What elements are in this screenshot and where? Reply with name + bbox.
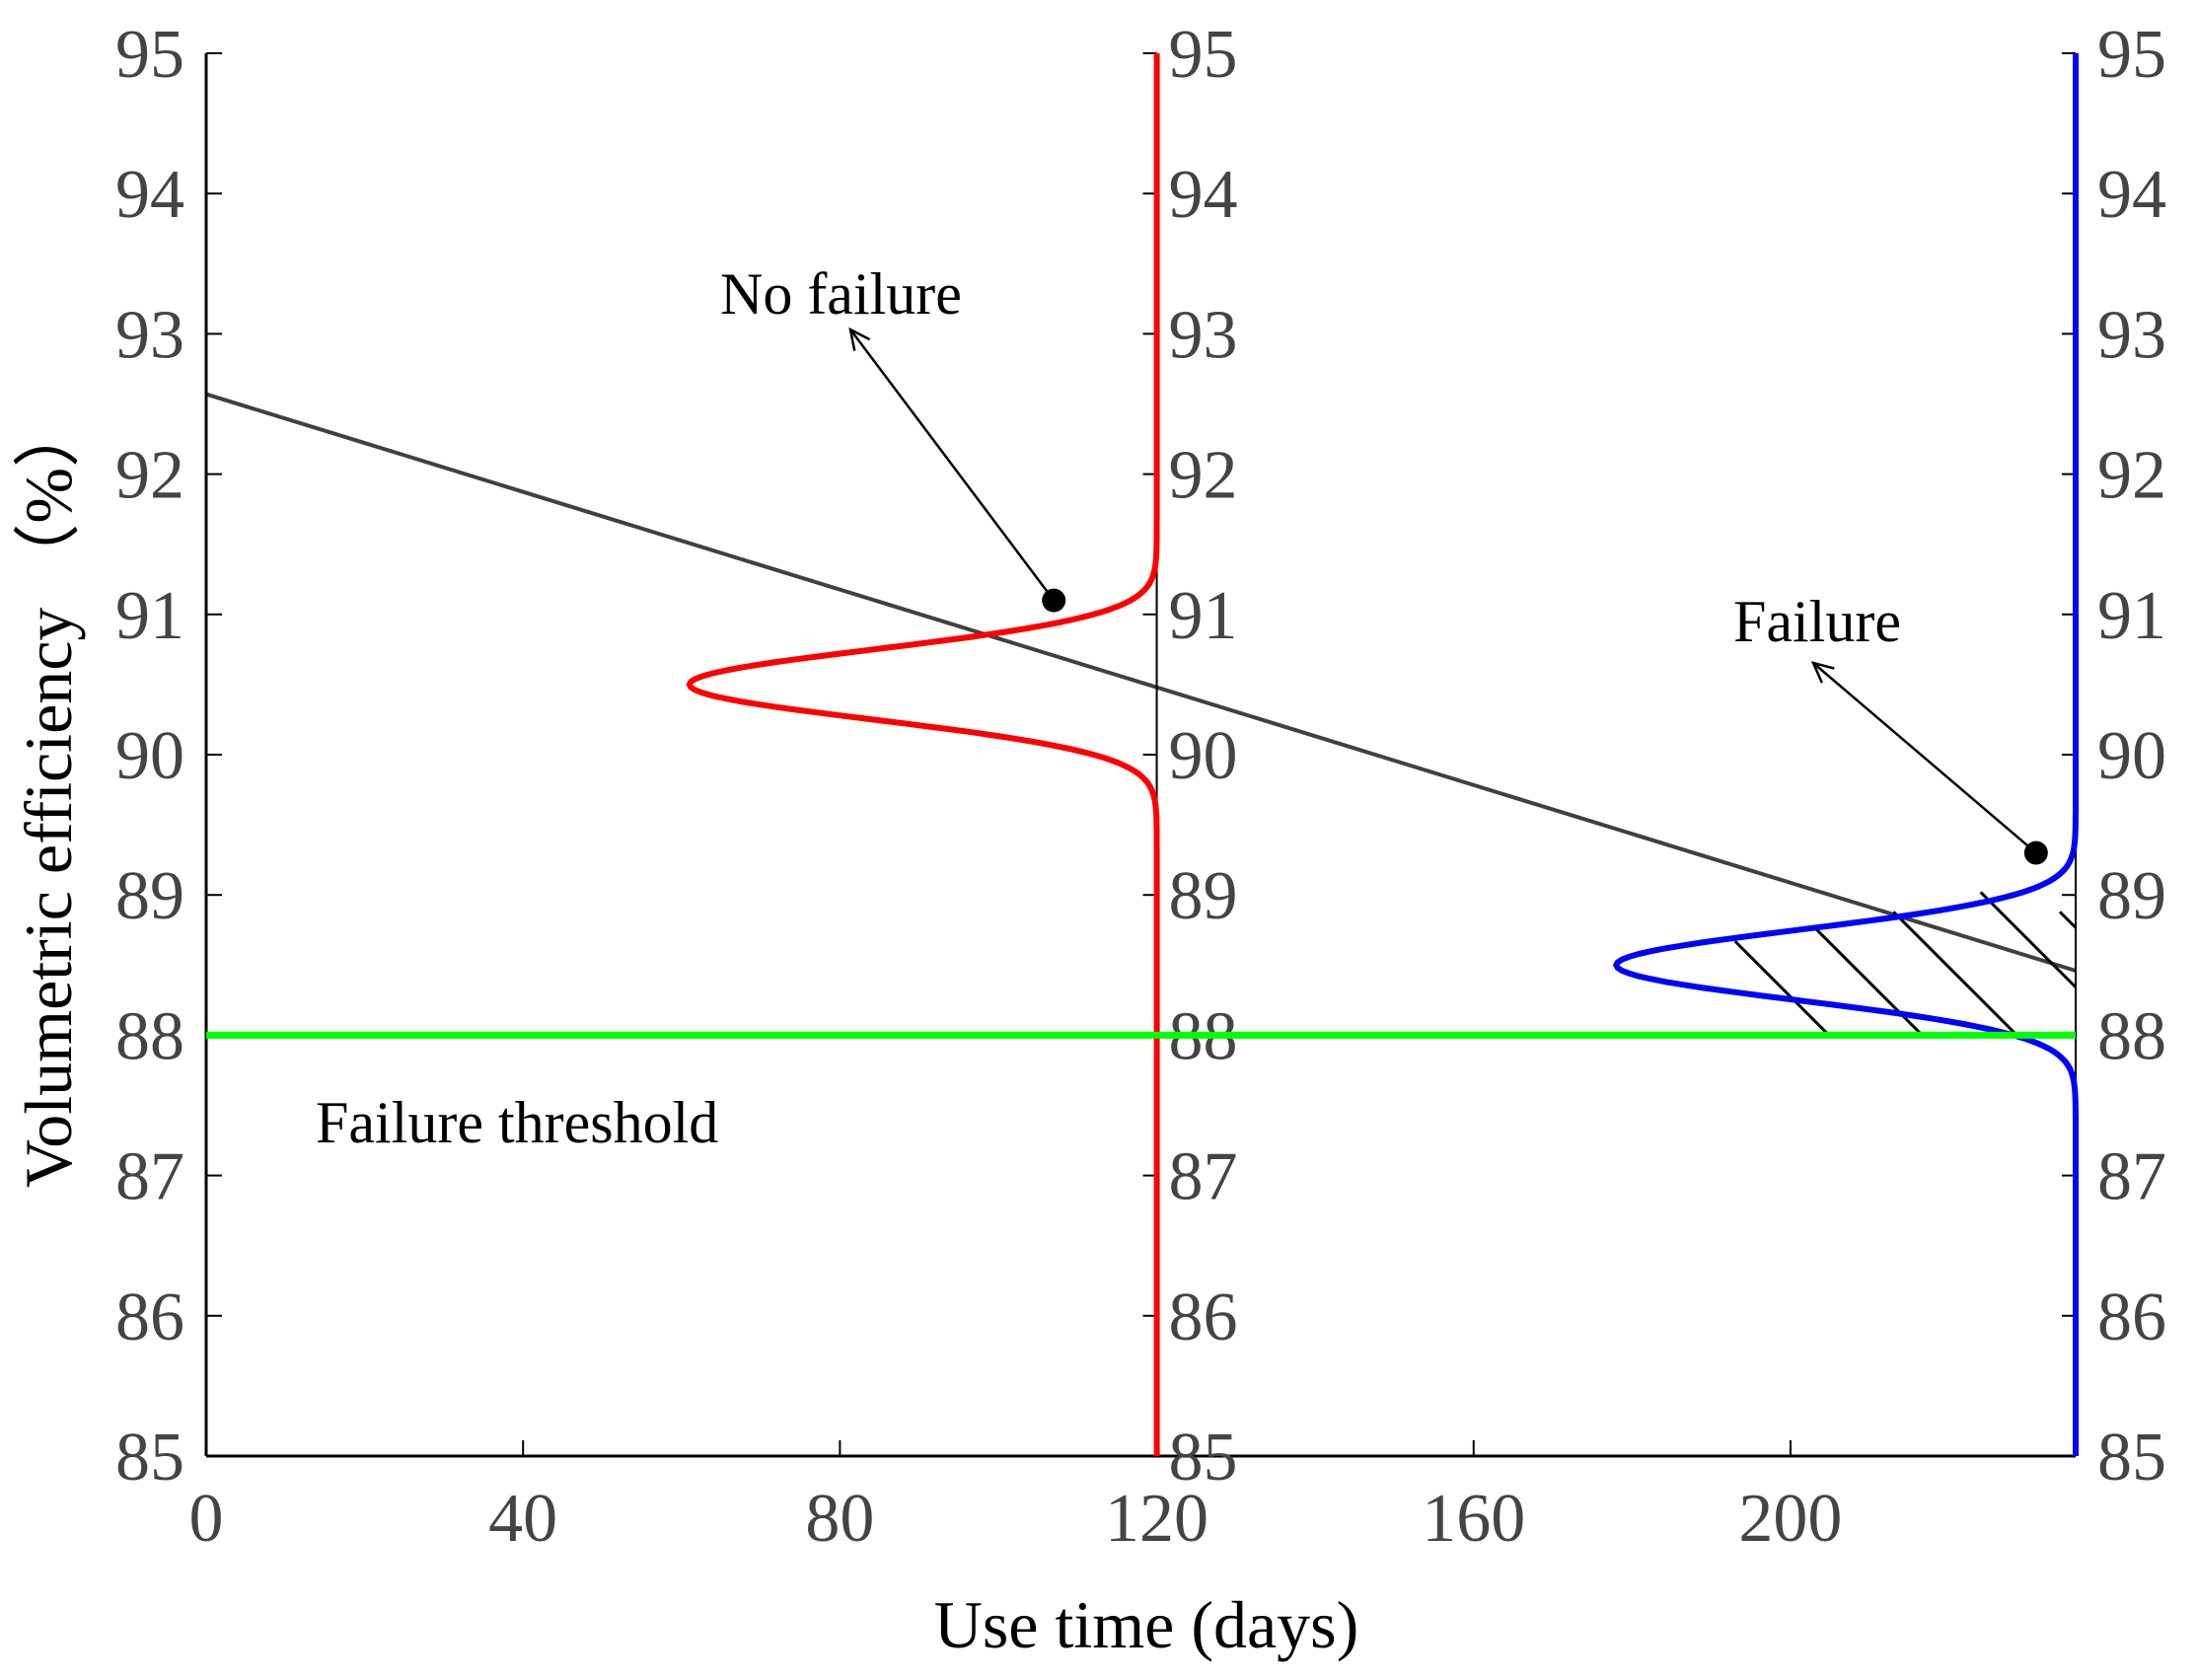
y-tick-label-middle: 91 — [1169, 578, 1238, 654]
y-tick-label-middle: 92 — [1169, 438, 1238, 514]
annotation-point-failure — [2023, 840, 2048, 865]
y-tick-label-right: 93 — [2097, 297, 2166, 373]
y-ticks-left: 85 86 87 88 89 90 91 92 93 94 95 — [115, 17, 222, 1496]
x-tick-label: 200 — [1738, 1481, 1842, 1557]
hatch-line — [1812, 925, 1924, 1037]
y-tick-label-left: 90 — [115, 718, 184, 794]
hatch-line — [1979, 891, 2078, 988]
x-tick-label: 120 — [1105, 1481, 1209, 1557]
y-tick-label-middle: 87 — [1169, 1139, 1238, 1215]
x-tick-label: 40 — [488, 1481, 557, 1557]
axes — [204, 53, 2077, 1458]
y-tick-label-left: 92 — [115, 438, 184, 514]
y-tick-label-middle: 89 — [1169, 858, 1238, 934]
y-tick-label-right: 86 — [2097, 1279, 2166, 1355]
annotation-arrow-head — [848, 327, 871, 351]
pdf-curve-failure — [1612, 53, 2079, 1456]
y-tick-label-left: 93 — [115, 297, 184, 373]
y-tick-label-right: 88 — [2097, 998, 2166, 1074]
y-tick-label-right: 92 — [2097, 438, 2166, 514]
y-tick-label-middle: 85 — [1169, 1420, 1238, 1496]
x-ticks: 0 40 80 120 160 200 — [189, 1440, 1842, 1557]
annotation-no-failure: No failure — [720, 261, 962, 327]
trend-line — [205, 392, 2077, 973]
y-tick-label-left: 94 — [115, 157, 184, 233]
annotation-failure: Failure — [1733, 589, 1901, 654]
y-tick-label-left: 85 — [115, 1420, 184, 1496]
y-tick-label-right: 89 — [2097, 858, 2166, 934]
y-tick-label-middle: 93 — [1169, 297, 1238, 373]
x-tick-label: 160 — [1422, 1481, 1525, 1557]
y-tick-label-left: 95 — [115, 17, 184, 93]
y-tick-label-right: 90 — [2097, 718, 2166, 794]
hatch-line — [1892, 911, 2018, 1037]
y-tick-label-right: 85 — [2097, 1420, 2166, 1496]
y-tick-label-left: 89 — [115, 858, 184, 934]
y-tick-label-right: 94 — [2097, 157, 2166, 233]
y-tick-label-left: 88 — [115, 998, 184, 1074]
y-tick-label-right: 91 — [2097, 578, 2166, 654]
annotation-point-no-failure — [1042, 588, 1066, 613]
y-tick-label-middle: 86 — [1169, 1279, 1238, 1355]
x-tick-label: 0 — [189, 1481, 224, 1557]
y-tick-label-left: 87 — [115, 1139, 184, 1215]
y-axis-title: Volumetric efficiency （%） — [11, 401, 86, 1188]
hatch-line — [1733, 940, 1831, 1037]
annotation-arrow-line — [849, 329, 1056, 602]
y-ticks-right: 85 86 87 88 89 90 91 92 93 94 95 — [2062, 17, 2166, 1496]
y-tick-label-middle: 95 — [1169, 17, 1238, 93]
hatch-line — [2058, 911, 2078, 929]
annotation-arrow-head — [1810, 661, 1835, 684]
y-tick-label-middle: 94 — [1169, 157, 1238, 233]
plot-marks — [205, 53, 2079, 1456]
x-tick-label: 80 — [805, 1481, 874, 1557]
y-tick-label-left: 91 — [115, 578, 184, 654]
y-tick-label-middle: 90 — [1169, 718, 1238, 794]
y-tick-label-right: 87 — [2097, 1139, 2166, 1215]
y-tick-label-right: 95 — [2097, 17, 2166, 93]
pdf-curve-no-failure — [686, 53, 1160, 1456]
x-axis-title: Use time (days) — [934, 1587, 1359, 1662]
annotation-arrow-line — [1812, 662, 2037, 854]
threshold-label: Failure threshold — [316, 1090, 718, 1155]
y-tick-label-left: 86 — [115, 1279, 184, 1355]
